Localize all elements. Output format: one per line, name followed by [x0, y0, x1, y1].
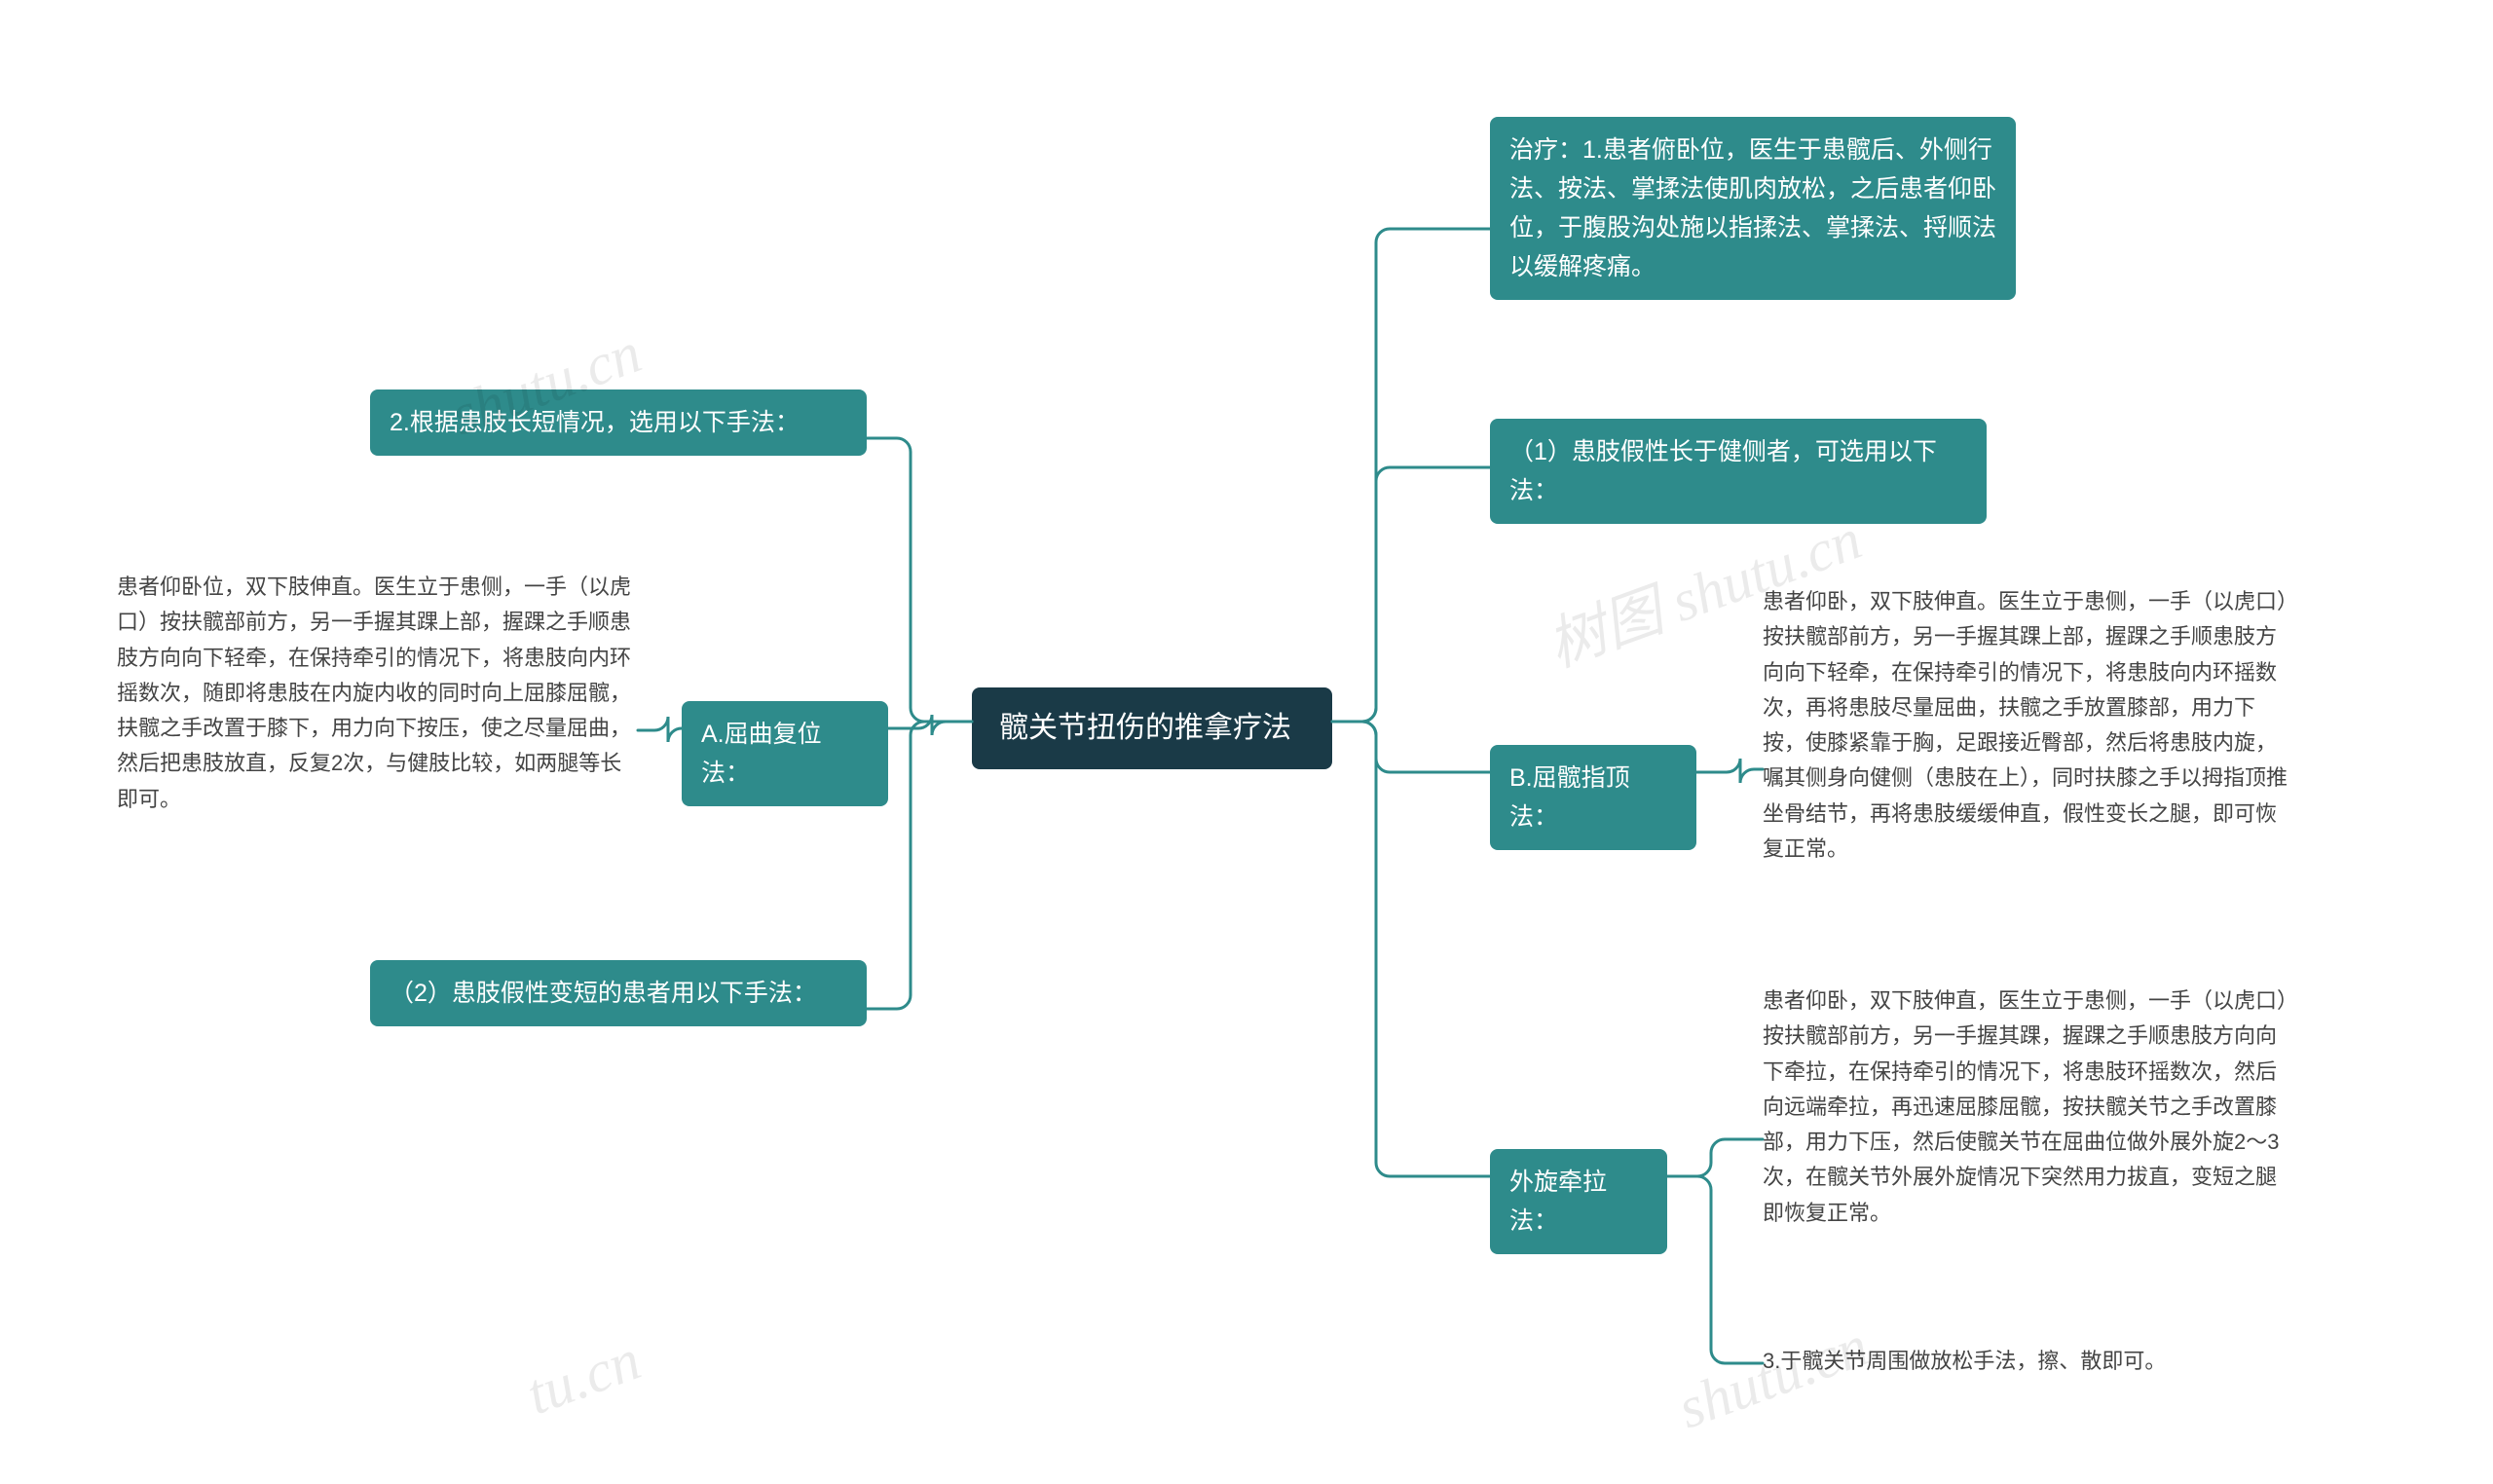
node-method-rotation: 外旋牵拉法： — [1490, 1149, 1667, 1254]
node-method-a-desc: 患者仰卧位，双下肢伸直。医生立于患侧，一手（以虎口）按扶髋部前方，另一手握其踝上… — [117, 570, 638, 817]
node-method-b: B.屈髋指顶法： — [1490, 745, 1696, 850]
node-case1: （1）患肢假性长于健侧者，可选用以下法： — [1490, 419, 1987, 524]
node-treatment: 治疗：1.患者俯卧位，医生于患髋后、外侧行法、按法、掌揉法使肌肉放松，之后患者仰… — [1490, 117, 2016, 300]
watermark: tu.cn — [518, 1326, 650, 1428]
node-step3: 3.于髋关节周围做放松手法，擦、散即可。 — [1763, 1344, 2288, 1379]
root-node: 髋关节扭伤的推拿疗法 — [972, 687, 1332, 769]
node-method-b-desc: 患者仰卧，双下肢伸直。医生立于患侧，一手（以虎口）按扶髋部前方，另一手握其踝上部… — [1763, 584, 2293, 867]
node-step2: 2.根据患肢长短情况，选用以下手法： — [370, 390, 867, 456]
node-method-a: A.屈曲复位法： — [682, 701, 888, 806]
node-method-rotation-desc: 患者仰卧，双下肢伸直，医生立于患侧，一手（以虎口）按扶髋部前方，另一手握其踝，握… — [1763, 983, 2293, 1231]
node-case2: （2）患肢假性变短的患者用以下手法： — [370, 960, 867, 1026]
